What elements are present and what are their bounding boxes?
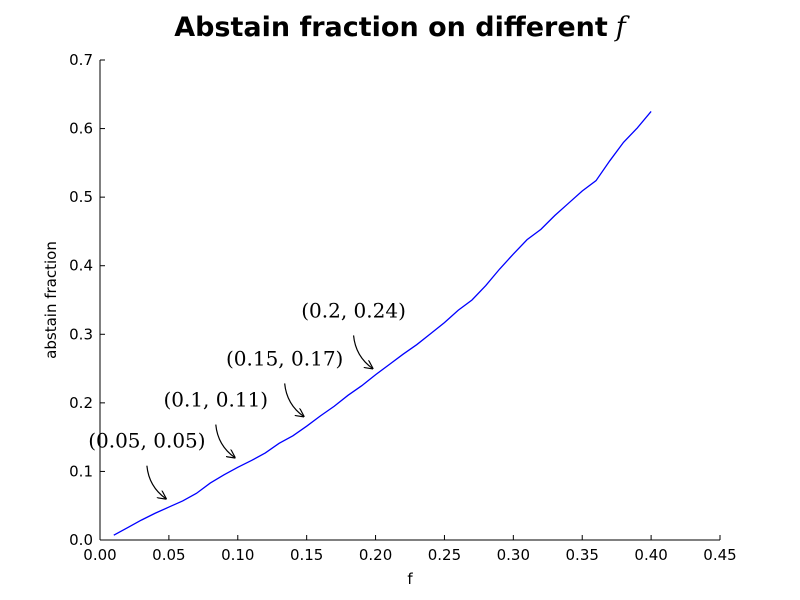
annotations: (0.05, 0.05) (0.1, 0.11) (0.15, 0.17) (0.2,… — [88, 298, 406, 498]
y-tick-label: 0.2 — [69, 394, 93, 412]
series-line — [113, 111, 652, 536]
x-tick-label: 0.35 — [566, 546, 599, 564]
y-tick-label: 0.7 — [69, 51, 93, 69]
annotation-arrow — [215, 424, 235, 458]
x-tick-label: 0.20 — [359, 546, 392, 564]
annotation-label: (0.15, 0.17) — [226, 346, 343, 370]
annotation-arrow — [284, 383, 304, 416]
annotation-arrow — [352, 335, 373, 368]
y-tick-label: 0.6 — [69, 120, 93, 138]
x-tick-label: 0.40 — [634, 546, 667, 564]
y-tick-label: 0.0 — [69, 531, 93, 549]
y-axis-label: abstain fraction — [42, 241, 60, 359]
annotation-label: (0.1, 0.11) — [163, 388, 268, 412]
chart-title-math: f — [614, 12, 630, 43]
annotation-label: (0.05, 0.05) — [88, 429, 205, 453]
series — [113, 111, 652, 536]
chart-title-text: Abstain fraction on different — [174, 12, 608, 43]
x-tick-label: 0.25 — [428, 546, 461, 564]
x-tick-label: 0.15 — [290, 546, 323, 564]
annotation-arrow — [146, 465, 166, 499]
y-tick-label: 0.5 — [69, 188, 93, 206]
y-tick-label: 0.3 — [69, 325, 93, 343]
x-axis-label: f — [407, 570, 413, 588]
chart-title: Abstain fraction on different f — [174, 12, 630, 43]
x-tick-label: 0.10 — [221, 546, 254, 564]
x-tick-label: 0.00 — [83, 546, 116, 564]
axes — [99, 60, 720, 541]
x-tick-label: 0.45 — [703, 546, 736, 564]
x-tick-label: 0.30 — [497, 546, 530, 564]
y-tick-label: 0.4 — [69, 257, 93, 275]
y-tick-label: 0.1 — [69, 462, 93, 480]
annotation-label: (0.2, 0.24) — [301, 298, 406, 322]
x-tick-label: 0.05 — [152, 546, 185, 564]
ticks: 0.00 0.05 0.10 0.15 0.20 0.25 0.30 0.35 0.40 0.45… — [69, 51, 737, 564]
